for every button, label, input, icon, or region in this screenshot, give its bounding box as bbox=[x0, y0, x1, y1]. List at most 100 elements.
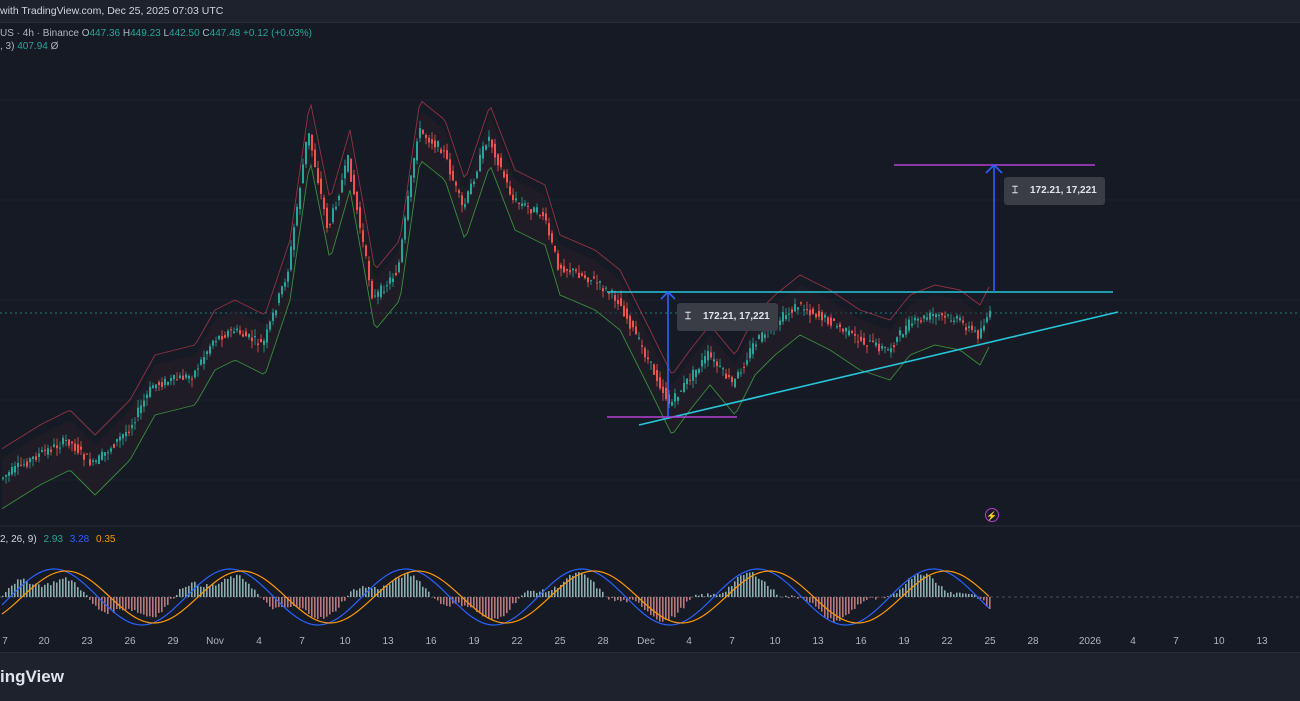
candle-body bbox=[926, 317, 928, 319]
macd-bar bbox=[989, 597, 991, 609]
candle-body bbox=[407, 196, 409, 220]
candle-body bbox=[977, 330, 979, 338]
candle-body bbox=[365, 245, 367, 256]
candle-body bbox=[890, 348, 892, 352]
candle-body bbox=[308, 133, 310, 145]
macd-bar bbox=[611, 597, 613, 598]
candle-body bbox=[170, 378, 172, 381]
macd-bar bbox=[251, 588, 253, 597]
candle-body bbox=[563, 266, 565, 272]
candle-body bbox=[428, 138, 430, 143]
macd-bar bbox=[296, 597, 298, 607]
candle-body bbox=[413, 158, 415, 178]
candle-body bbox=[344, 166, 346, 179]
time-axis-label: 13 bbox=[1256, 636, 1267, 647]
candle-body bbox=[122, 434, 124, 438]
candle-body bbox=[332, 208, 334, 222]
macd-bar bbox=[569, 575, 571, 597]
measure-label-left[interactable]: ⌶172.21, 17,221 bbox=[677, 303, 778, 331]
macd-bar bbox=[716, 595, 718, 597]
candle-body bbox=[659, 377, 661, 388]
candle-body bbox=[941, 313, 943, 315]
macd-bar bbox=[674, 597, 676, 617]
candle-body bbox=[482, 146, 484, 158]
candle-body bbox=[590, 280, 592, 281]
candle-body bbox=[986, 317, 988, 322]
candle-body bbox=[605, 288, 607, 289]
macd-bar bbox=[404, 573, 406, 597]
macd-bar bbox=[983, 597, 985, 600]
macd-bar bbox=[497, 597, 499, 619]
candle-body bbox=[641, 345, 643, 346]
measure-label-right[interactable]: ⌶172.21, 17,221 bbox=[1004, 177, 1105, 205]
macd-bar bbox=[860, 597, 862, 604]
macd-bar bbox=[962, 593, 964, 597]
time-axis-label: Nov bbox=[206, 636, 224, 647]
candle-body bbox=[293, 227, 295, 249]
candle-body bbox=[410, 176, 412, 197]
macd-bar bbox=[707, 593, 709, 597]
candle-body bbox=[830, 318, 832, 326]
candle-body bbox=[506, 174, 508, 182]
candle-body bbox=[305, 142, 307, 164]
macd-params[interactable]: 2, 26, 9) bbox=[0, 534, 37, 545]
macd-bar bbox=[8, 588, 10, 597]
candle-body bbox=[575, 269, 577, 271]
macd-bar bbox=[968, 594, 970, 597]
candle-body bbox=[698, 369, 700, 373]
macd-bar bbox=[101, 597, 103, 611]
candle-body bbox=[23, 464, 25, 465]
macd-bar bbox=[20, 580, 22, 597]
macd-bar bbox=[854, 597, 856, 609]
macd-bar bbox=[47, 583, 49, 597]
macd-bar bbox=[338, 597, 340, 608]
time-axis-label: 4 bbox=[256, 636, 262, 647]
macd-bar bbox=[230, 576, 232, 597]
macd-bar bbox=[158, 597, 160, 613]
candle-body bbox=[116, 439, 118, 442]
macd-bar bbox=[299, 597, 301, 608]
lightning-icon[interactable]: ⚡ bbox=[985, 508, 999, 522]
candle-body bbox=[803, 310, 805, 311]
candle-body bbox=[446, 150, 448, 159]
macd-bar bbox=[884, 597, 886, 598]
macd-bar bbox=[956, 593, 958, 597]
chart-canvas[interactable] bbox=[0, 22, 1300, 652]
macd-bar bbox=[980, 597, 982, 599]
candle-body bbox=[569, 270, 571, 272]
candle-body bbox=[902, 334, 904, 337]
candle-body bbox=[623, 306, 625, 317]
candle-body bbox=[983, 326, 985, 331]
candle-body bbox=[602, 288, 604, 291]
candle-body bbox=[980, 328, 982, 338]
candle-body bbox=[290, 247, 292, 270]
macd-bar bbox=[179, 589, 181, 597]
candle-body bbox=[719, 366, 721, 367]
macd-bar bbox=[755, 576, 757, 597]
candle-body bbox=[416, 142, 418, 161]
candle-body bbox=[749, 348, 751, 358]
macd-bar bbox=[239, 575, 241, 597]
candle-body bbox=[911, 323, 913, 325]
macd-bar bbox=[536, 593, 538, 597]
macd-bar bbox=[155, 597, 157, 617]
macd-bar bbox=[722, 593, 724, 597]
time-axis-label: 13 bbox=[382, 636, 393, 647]
macd-bar bbox=[170, 597, 172, 599]
macd-bar bbox=[473, 597, 475, 608]
macd-bar bbox=[305, 597, 307, 610]
macd-bar bbox=[959, 593, 961, 597]
macd-bar bbox=[869, 597, 871, 598]
candle-body bbox=[686, 378, 688, 384]
candle-body bbox=[146, 394, 148, 398]
time-axis-label: 28 bbox=[597, 636, 608, 647]
candle-body bbox=[833, 319, 835, 321]
macd-bar bbox=[683, 597, 685, 608]
macd-bar bbox=[242, 579, 244, 597]
candle-body bbox=[272, 313, 274, 321]
candle-body bbox=[152, 385, 154, 388]
macd-bar bbox=[548, 591, 550, 597]
candle-body bbox=[920, 320, 922, 322]
candle-body bbox=[245, 332, 247, 337]
candle-body bbox=[218, 336, 220, 339]
